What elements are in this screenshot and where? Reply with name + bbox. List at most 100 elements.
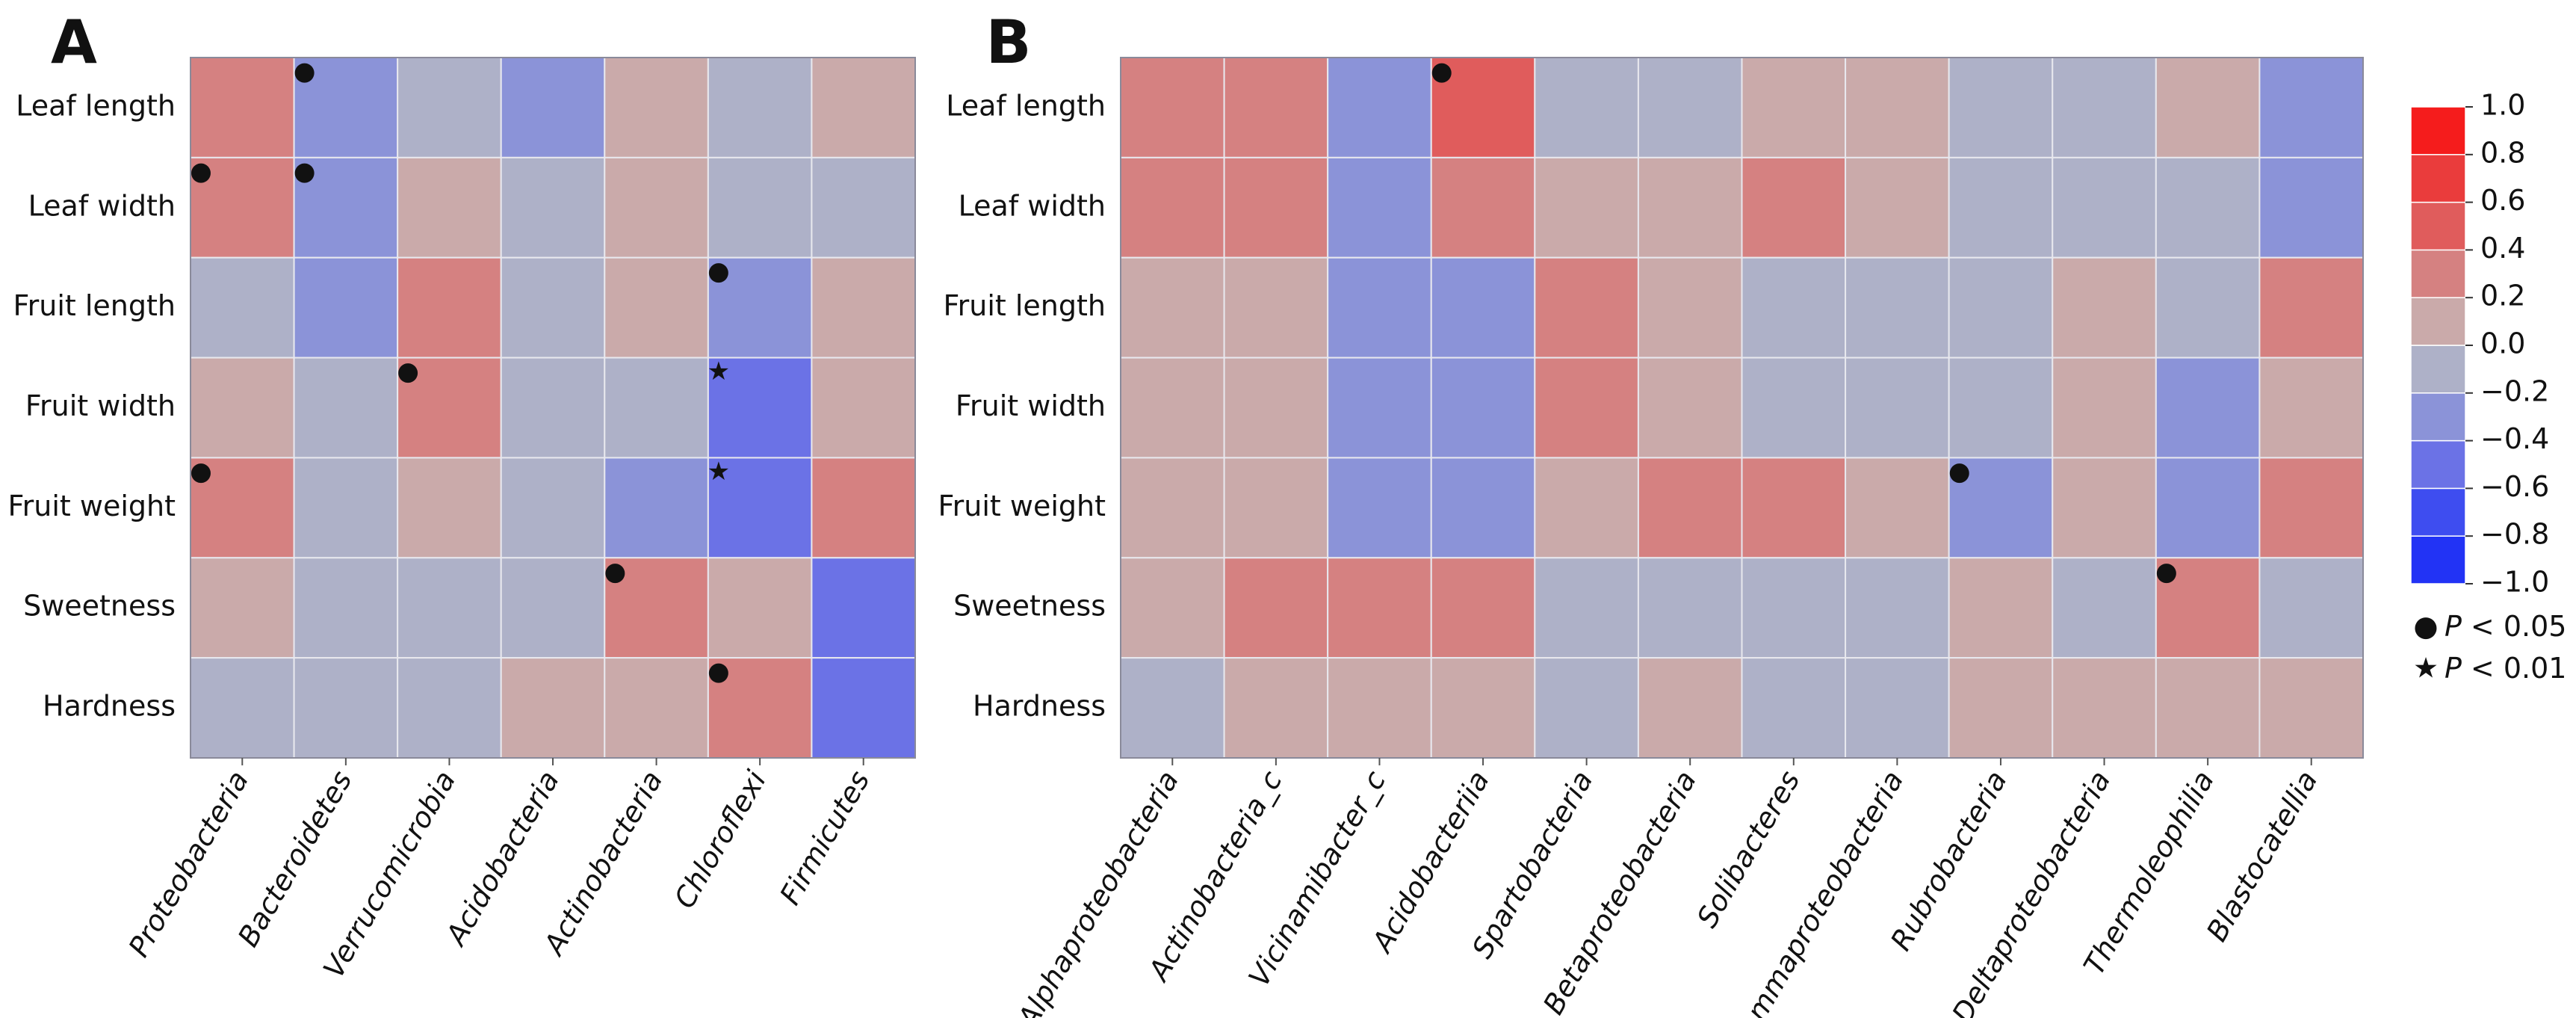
heatmap-cell — [190, 57, 295, 158]
heatmap-cell — [811, 57, 917, 158]
heatmap-cell — [707, 256, 813, 359]
colorbar-tick-label: −1.0 — [2480, 566, 2549, 599]
row-label: Fruit width — [25, 389, 176, 422]
heatmap-cell — [707, 457, 813, 559]
heatmap-cell — [1327, 457, 1432, 559]
heatmap-cell — [2052, 557, 2157, 659]
heatmap-cell — [1223, 57, 1329, 158]
heatmap-cell — [500, 156, 606, 259]
legend-symbol: ★ — [2413, 652, 2439, 685]
heatmap-cell — [604, 57, 709, 158]
heatmap-cell — [811, 557, 917, 659]
heatmap-cell — [2258, 57, 2365, 158]
heatmap-cell — [1948, 156, 2054, 259]
heatmap-cell — [1741, 57, 1847, 158]
heatmap-cell — [1534, 357, 1639, 459]
colorbar-tick-label: −0.4 — [2480, 422, 2549, 455]
heatmap-cell — [1845, 457, 1950, 559]
heatmap-cell — [397, 457, 502, 559]
heatmap-cell — [1327, 557, 1432, 659]
row-label: Leaf length — [16, 89, 176, 122]
heatmap-cell — [1741, 156, 1847, 259]
heatmap-cell — [1948, 256, 2054, 359]
colorbar-bin — [2410, 154, 2466, 203]
significance-marker: ★ — [708, 457, 730, 487]
significance-marker: ● — [2155, 557, 2178, 587]
heatmap-cell — [190, 557, 295, 659]
heatmap-cell — [2258, 156, 2365, 259]
heatmap-cell — [500, 357, 606, 459]
heatmap-cell — [2155, 357, 2261, 459]
heatmap-cell — [293, 256, 399, 359]
heatmap-cell — [1120, 457, 1225, 559]
heatmap-cell — [397, 657, 502, 759]
heatmap-cell — [1534, 256, 1639, 359]
heatmap-cell — [293, 457, 399, 559]
colorbar-bin — [2410, 201, 2466, 251]
heatmap-cell — [190, 156, 295, 259]
panel-label: A — [51, 7, 97, 77]
row-label: Fruit length — [944, 289, 1106, 322]
heatmap-cell — [1534, 156, 1639, 259]
heatmap-cell — [1430, 256, 1536, 359]
heatmap-cell — [1845, 657, 1950, 759]
colorbar-bin — [2410, 297, 2466, 346]
row-label: Fruit width — [956, 389, 1106, 422]
heatmap-cell — [1430, 156, 1536, 259]
heatmap-cell — [1845, 256, 1950, 359]
row-label: Fruit weight — [938, 490, 1106, 522]
heatmap-cell — [707, 657, 813, 759]
column-label: Solibacteres — [1691, 765, 1806, 934]
colorbar-tick-label: 0.8 — [2480, 136, 2525, 169]
heatmap-cell — [1327, 357, 1432, 459]
heatmap-cell — [1741, 357, 1847, 459]
heatmap-cell — [1534, 557, 1639, 659]
column-label: Firmicutes — [773, 765, 876, 910]
heatmap-cell — [2155, 57, 2261, 158]
heatmap-cell — [190, 357, 295, 459]
colorbar-bin — [2410, 106, 2466, 155]
heatmap-cell — [811, 457, 917, 559]
heatmap-cell — [1430, 357, 1536, 459]
colorbar-bin — [2410, 439, 2466, 490]
heatmap-cell — [2258, 357, 2365, 459]
heatmap-cell — [190, 256, 295, 359]
column-label: Chloroflexi — [668, 765, 773, 913]
colorbar-tick-label: 0.4 — [2480, 232, 2525, 265]
heatmap-cell — [1637, 457, 1743, 559]
heatmap-cell — [604, 256, 709, 359]
row-label: Hardness — [973, 690, 1106, 723]
heatmap-cell — [2052, 156, 2157, 259]
heatmap-cell — [500, 657, 606, 759]
significance-marker: ● — [708, 256, 730, 286]
significance-marker: ● — [190, 457, 212, 487]
heatmap-cell — [2155, 457, 2261, 559]
colorbar-bin — [2410, 345, 2466, 394]
row-label: Fruit length — [13, 289, 176, 322]
significance-marker: ● — [294, 57, 316, 87]
heatmap-cell — [293, 57, 399, 158]
row-label: Leaf width — [959, 189, 1106, 222]
heatmap-cell — [1223, 557, 1329, 659]
row-label: Sweetness — [953, 590, 1106, 623]
heatmap-cell — [1120, 557, 1225, 659]
heatmap-cell — [500, 557, 606, 659]
heatmap-cell — [2052, 457, 2157, 559]
column-label: Alphaproteobacteria — [1010, 765, 1185, 1018]
colorbar-tick-label: 1.0 — [2480, 89, 2525, 122]
significance-marker: ● — [708, 657, 730, 687]
heatmap-cell — [2155, 156, 2261, 259]
heatmap-cell — [190, 657, 295, 759]
colorbar-tick-label: −0.2 — [2480, 374, 2549, 407]
significance-marker: ★ — [708, 357, 730, 386]
heatmap-cell — [1534, 657, 1639, 759]
heatmap-cell — [1845, 156, 1950, 259]
heatmap-cell — [2052, 57, 2157, 158]
heatmap-cell — [1948, 357, 2054, 459]
significance-marker: ● — [294, 156, 316, 186]
heatmap-cell — [2052, 657, 2157, 759]
heatmap-cell — [1741, 657, 1847, 759]
heatmap-cell — [1223, 657, 1329, 759]
heatmap-cell — [1637, 357, 1743, 459]
heatmap-cell — [1223, 156, 1329, 259]
